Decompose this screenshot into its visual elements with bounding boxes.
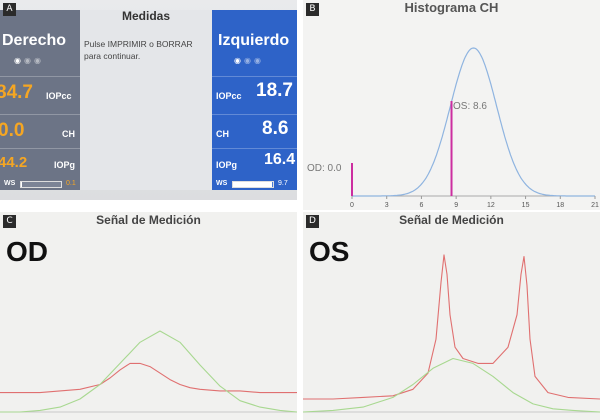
- panel-label: C: [3, 215, 16, 228]
- x-axis-ticks: 0 3 6 9 12 15 18 21: [350, 196, 599, 209]
- left-ch-label: CH: [216, 129, 229, 139]
- measurements-title: Medidas: [121, 9, 170, 23]
- eye-indicator-icons: ◉◉◉: [14, 56, 44, 65]
- left-ws-label: WS: [216, 180, 228, 187]
- left-eye-panel: [212, 10, 297, 190]
- right-iopg-row: 44.2 IOPg: [0, 148, 80, 177]
- right-ch-label: CH: [62, 129, 75, 139]
- histogram-chart: 0 3 6 9 12 15 18 21: [350, 47, 599, 209]
- left-iopg-row: IOPg 16.4: [212, 148, 297, 177]
- eye-icon: ◉: [23, 56, 34, 65]
- eye-icon: ◉: [14, 56, 24, 65]
- right-iopg-label: IOPg: [54, 160, 76, 170]
- eye-icon: ◉: [234, 56, 244, 65]
- right-iopcc-row: 84.7 IOPcc: [0, 76, 80, 105]
- od-annotation: OD: 0.0: [307, 163, 342, 174]
- left-ws-bar: [232, 181, 274, 188]
- x-tick-label: 6: [419, 202, 423, 209]
- left-ws-value: 9.7: [278, 180, 288, 187]
- left-ch-value: 8.6: [262, 118, 289, 139]
- left-ws-fill: [233, 182, 272, 187]
- eye-label: OS: [309, 236, 350, 267]
- left-iopg-value: 16.4: [264, 151, 296, 168]
- eye-indicator-icons: ◉◉◉: [234, 56, 264, 65]
- center-panel: [80, 10, 212, 190]
- left-iopcc-label: IOPcc: [216, 91, 242, 101]
- panel-b-ch-histogram: B Histograma CH 0 3 6 9 12 15 18 21 OD: 0.0 OS:…: [303, 0, 600, 210]
- left-eye-name: Izquierdo: [218, 32, 290, 49]
- x-tick-label: 0: [350, 202, 354, 209]
- fit-line: [0, 330, 297, 413]
- left-iopcc-value: 18.7: [256, 80, 293, 101]
- x-tick-label: 21: [591, 202, 599, 209]
- eye-icon: ◉: [253, 56, 264, 65]
- right-eye-panel: [0, 10, 80, 190]
- normal-distribution-curve: [352, 47, 595, 197]
- left-ch-row: CH 8.6: [212, 114, 297, 143]
- panel-label: A: [3, 3, 16, 16]
- x-tick-label: 9: [454, 202, 458, 209]
- os-annotation: OS: 8.6: [453, 101, 487, 112]
- eye-icon: ◉: [33, 56, 44, 65]
- left-iopg-label: IOPg: [216, 160, 238, 170]
- right-ws-bar: [20, 181, 62, 188]
- x-tick-label: 15: [522, 202, 530, 209]
- left-iopcc-row: IOPcc 18.7: [212, 76, 297, 105]
- right-ch-row: 0.0 CH: [0, 114, 80, 143]
- right-ws-value: 0.1: [66, 180, 76, 187]
- right-ws-label: WS: [4, 180, 16, 187]
- x-tick-label: 3: [385, 202, 389, 209]
- panel-label: D: [306, 215, 319, 228]
- right-iopcc-label: IOPcc: [46, 91, 72, 101]
- panel-c-od-signal: C Señal de Medición OD: [0, 212, 297, 420]
- panel-d-os-signal: D Señal de Medición OS: [303, 212, 600, 420]
- instruction-message: Pulse IMPRIMIR o BORRAR para continuar.: [84, 39, 193, 61]
- x-tick-label: 18: [556, 202, 564, 209]
- od-signal-chart: [0, 330, 297, 413]
- x-tick-label: 12: [487, 202, 495, 209]
- signal-line: [303, 254, 600, 400]
- histogram-title: Histograma CH: [404, 0, 499, 15]
- eye-label: OD: [6, 236, 48, 267]
- fit-line: [303, 357, 600, 413]
- signal-line: [0, 362, 297, 394]
- eye-icon: ◉: [243, 56, 254, 65]
- signal-title: Señal de Medición: [96, 213, 201, 227]
- right-eye-name: Derecho: [2, 32, 67, 49]
- signal-title: Señal de Medición: [399, 213, 504, 227]
- right-iopg-value: 44.2: [0, 154, 28, 171]
- panel-label: B: [306, 3, 319, 16]
- panel-a-measurements: A Medidas Pulse IMPRIMIR o BORRAR para c…: [0, 0, 297, 200]
- os-signal-chart: [303, 254, 600, 413]
- right-ch-value: 0.0: [0, 120, 25, 141]
- right-iopcc-value: 84.7: [0, 82, 33, 103]
